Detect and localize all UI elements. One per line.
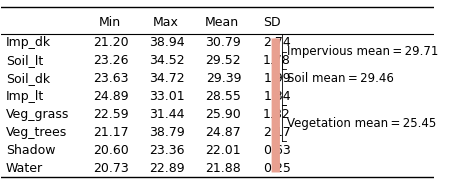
Text: 20.73: 20.73 (93, 162, 129, 175)
Text: 34.72: 34.72 (149, 72, 185, 85)
Text: Min: Min (98, 16, 120, 29)
Text: 38.94: 38.94 (149, 36, 185, 49)
Text: 23.36: 23.36 (149, 144, 185, 157)
Text: Impervious mean = 29.71: Impervious mean = 29.71 (286, 45, 437, 58)
Text: 2.74: 2.74 (263, 36, 290, 49)
Text: Soil mean = 29.46: Soil mean = 29.46 (286, 72, 393, 85)
Text: 0.25: 0.25 (263, 162, 290, 175)
Text: 34.52: 34.52 (149, 54, 185, 67)
Text: 29.52: 29.52 (205, 54, 241, 67)
Text: 1.82: 1.82 (263, 108, 290, 121)
Text: 22.89: 22.89 (149, 162, 185, 175)
Text: 33.01: 33.01 (149, 90, 185, 103)
Text: 22.59: 22.59 (93, 108, 129, 121)
Text: 0.63: 0.63 (263, 144, 290, 157)
Text: Shadow: Shadow (6, 144, 55, 157)
Text: 28.55: 28.55 (205, 90, 241, 103)
Text: Mean: Mean (204, 16, 238, 29)
Text: Veg_grass: Veg_grass (6, 108, 69, 121)
Text: 30.79: 30.79 (205, 36, 241, 49)
Text: Soil_lt: Soil_lt (6, 54, 43, 67)
Text: 24.87: 24.87 (205, 126, 241, 139)
Text: Soil_dk: Soil_dk (6, 72, 50, 85)
Text: 21.88: 21.88 (205, 162, 241, 175)
Text: Imp_dk: Imp_dk (6, 36, 51, 49)
Text: 1.78: 1.78 (263, 54, 290, 67)
Text: 21.17: 21.17 (93, 126, 129, 139)
Text: 23.26: 23.26 (93, 54, 129, 67)
Text: 29.39: 29.39 (205, 72, 241, 85)
Text: Water: Water (6, 162, 43, 175)
Text: 2.17: 2.17 (263, 126, 290, 139)
Text: 38.79: 38.79 (149, 126, 185, 139)
Text: 20.60: 20.60 (93, 144, 129, 157)
Text: 1.99: 1.99 (263, 72, 290, 85)
Text: Max: Max (152, 16, 178, 29)
Text: 1.34: 1.34 (263, 90, 290, 103)
Text: 24.89: 24.89 (93, 90, 129, 103)
Text: Imp_lt: Imp_lt (6, 90, 44, 103)
Text: 31.44: 31.44 (149, 108, 185, 121)
Text: 25.90: 25.90 (205, 108, 241, 121)
Text: 22.01: 22.01 (205, 144, 241, 157)
Text: SD: SD (262, 16, 280, 29)
Text: Veg_trees: Veg_trees (6, 126, 67, 139)
Text: 21.20: 21.20 (93, 36, 129, 49)
Text: 23.63: 23.63 (93, 72, 129, 85)
Text: Vegetation mean = 25.45: Vegetation mean = 25.45 (286, 117, 435, 130)
